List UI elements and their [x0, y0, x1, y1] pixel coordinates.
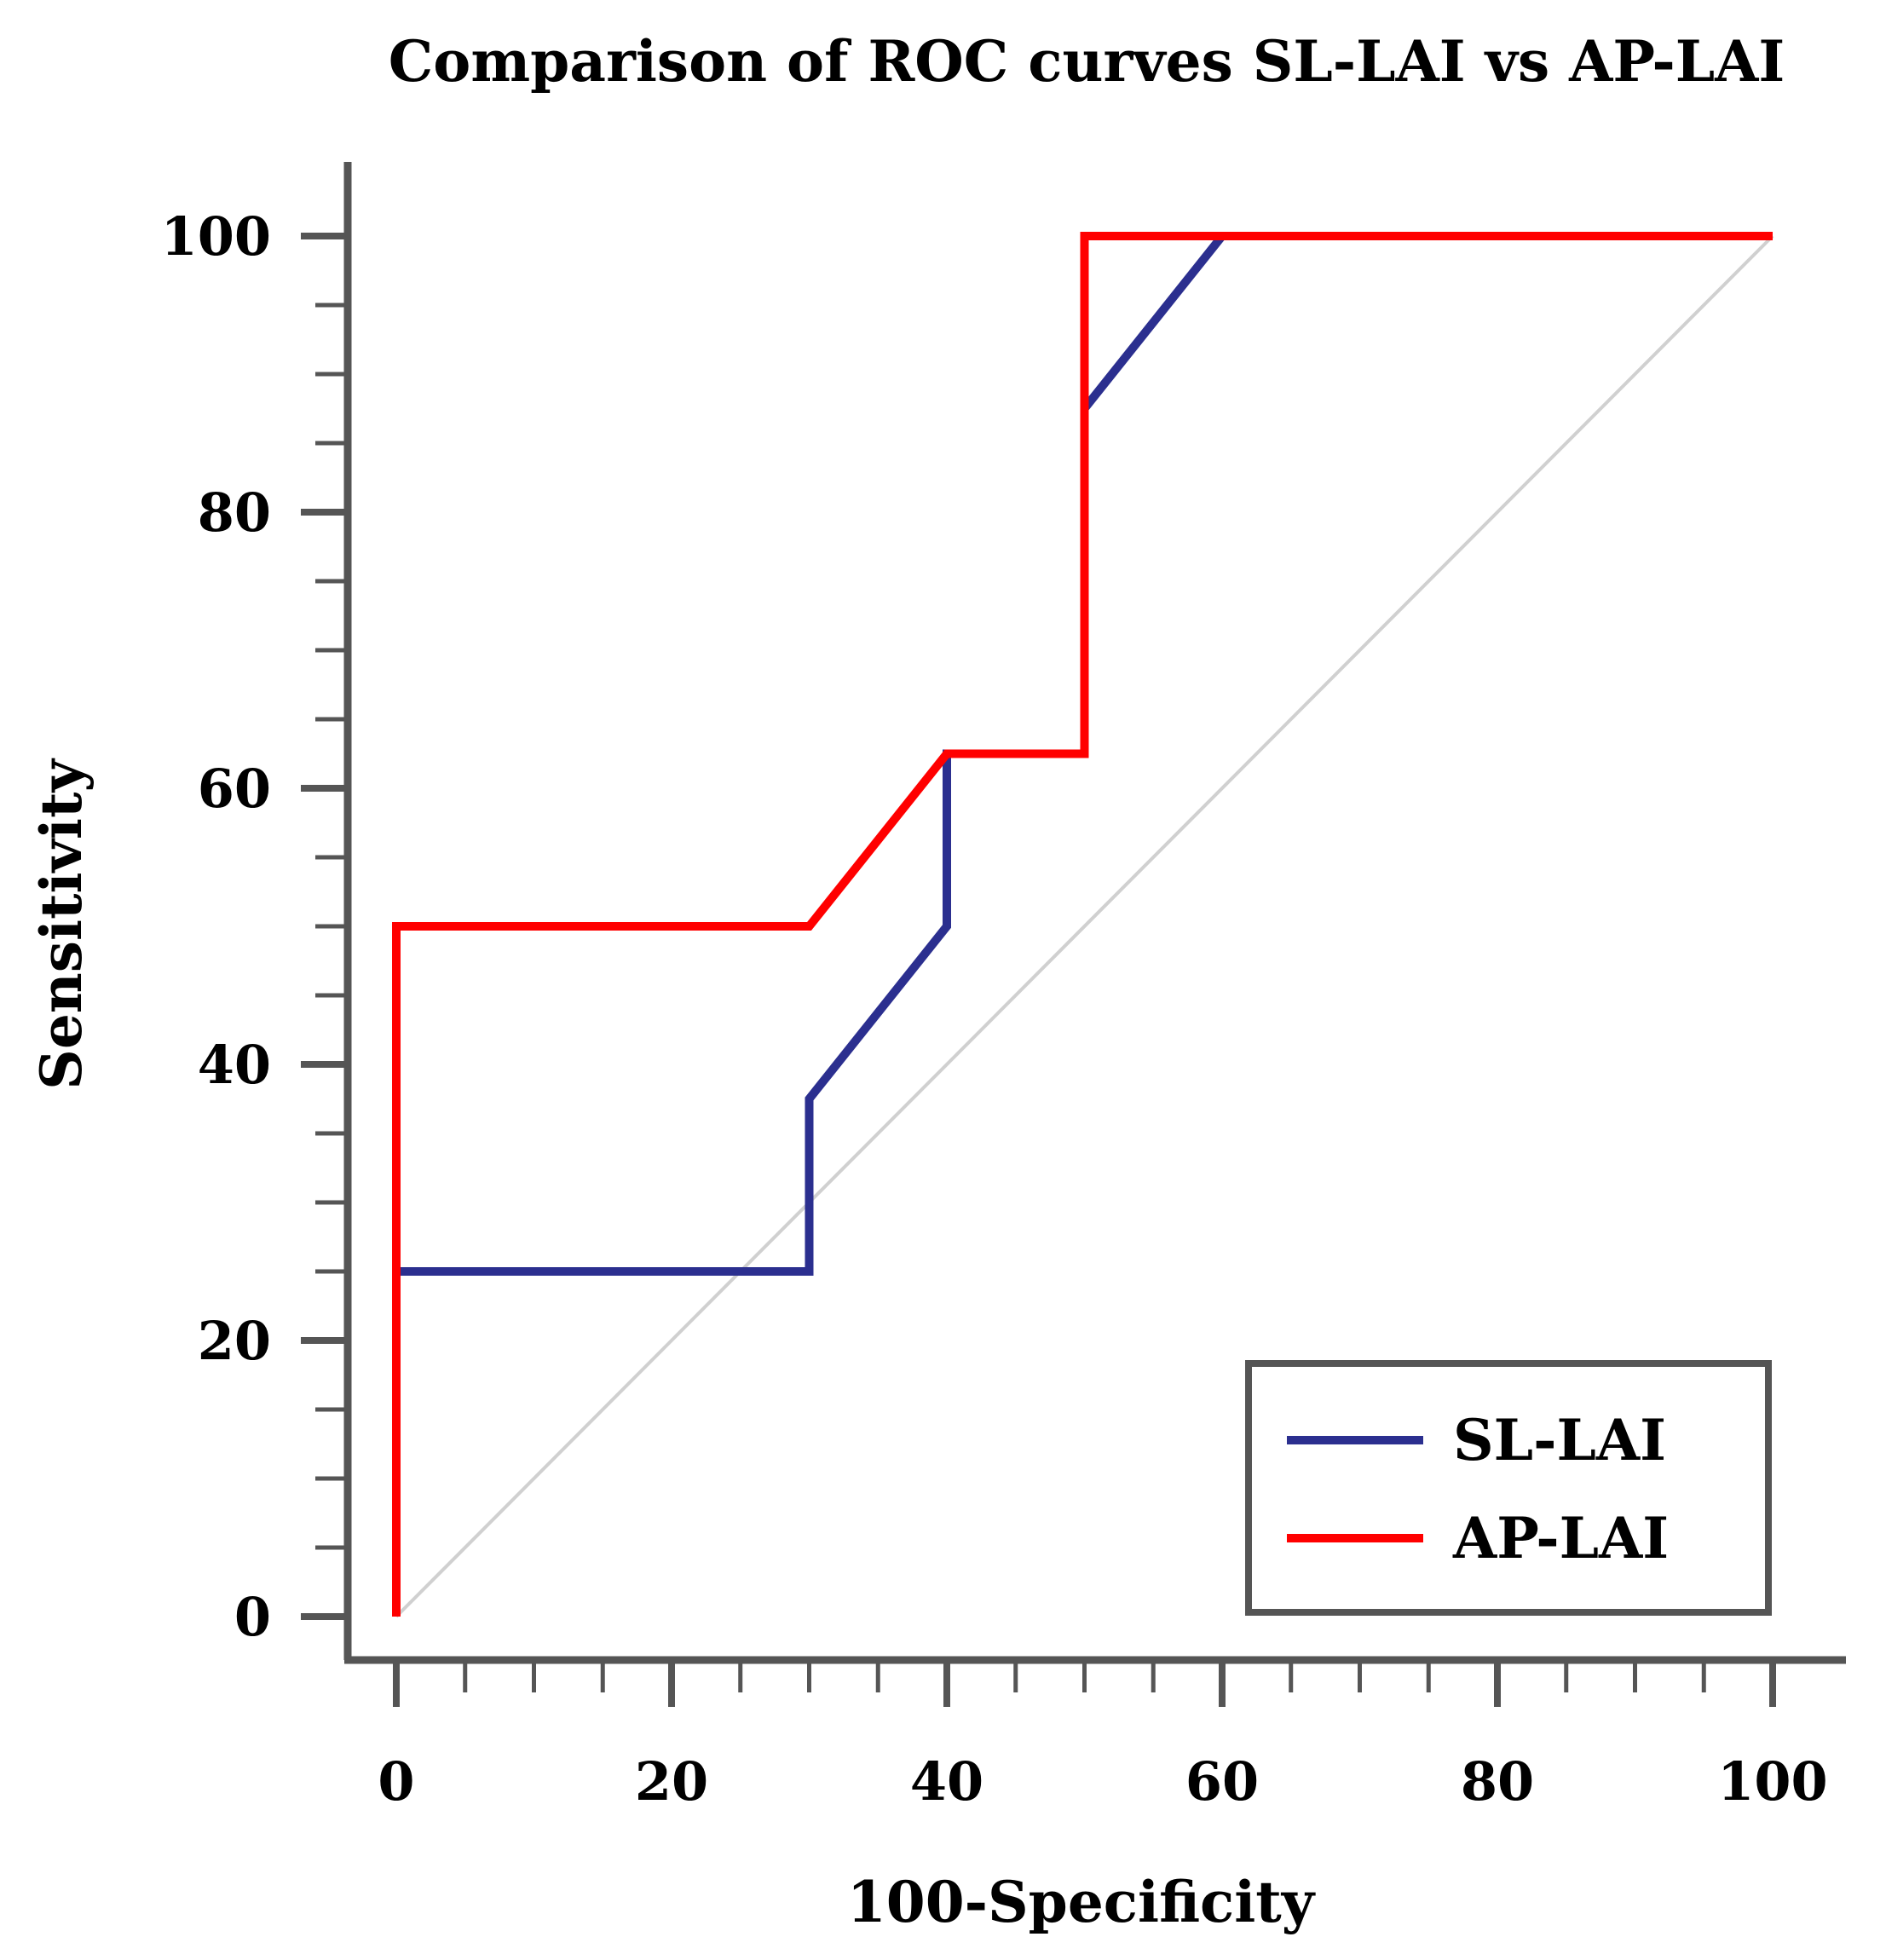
x-axis-label: 100-Specificity [847, 1869, 1316, 1935]
y-axis-label: Sensitivity [28, 758, 95, 1090]
legend-box [1245, 1360, 1772, 1616]
x-tick-label-60: 60 [1185, 1750, 1259, 1813]
legend: SL-LAI AP-LAI [1245, 1360, 1772, 1616]
y-tick-label-20: 20 [198, 1310, 271, 1372]
x-tick-label-20: 20 [635, 1750, 708, 1813]
y-tick-label-100: 100 [161, 205, 271, 268]
y-tick-label-80: 80 [198, 481, 271, 544]
y-tick-label-60: 60 [198, 758, 271, 820]
legend-label-ap-lai: AP-LAI [1452, 1505, 1669, 1571]
chart-title: Comparison of ROC curves SL-LAI vs AP-LA… [389, 28, 1785, 95]
y-axis-ticks: 0 20 40 60 80 100 [161, 205, 348, 1648]
series-line-ap-lai [392, 232, 1773, 1617]
x-tick-label-0: 0 [378, 1750, 414, 1813]
y-tick-label-0: 0 [234, 1586, 271, 1648]
x-tick-label-40: 40 [910, 1750, 983, 1813]
x-tick-label-100: 100 [1717, 1750, 1827, 1813]
x-tick-label-80: 80 [1461, 1750, 1534, 1813]
plot-area [392, 232, 1774, 1618]
x-axis-ticks: 0 20 40 60 80 100 [378, 1660, 1828, 1813]
reference-diagonal-line [395, 234, 1774, 1618]
legend-label-sl-lai: SL-LAI [1453, 1407, 1666, 1473]
series-line-sl-lai [392, 232, 1773, 1617]
y-tick-label-40: 40 [198, 1034, 271, 1096]
